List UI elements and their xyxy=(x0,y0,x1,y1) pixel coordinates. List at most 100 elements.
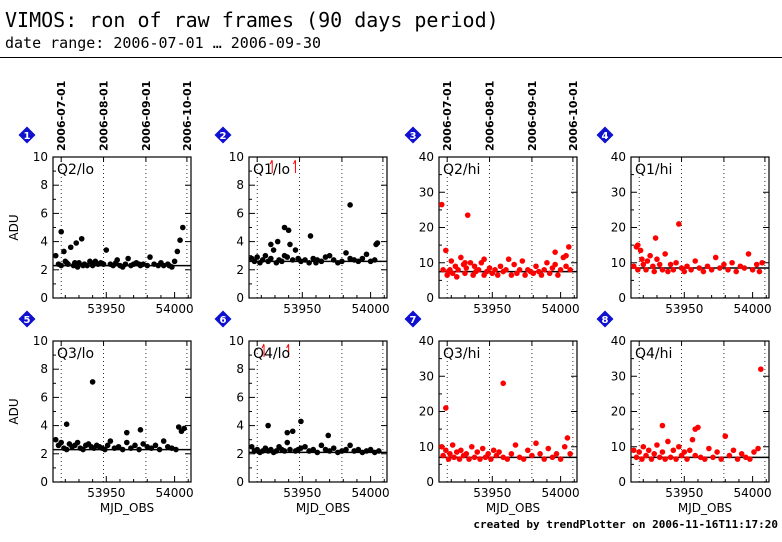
panel-number: 6 xyxy=(220,315,227,326)
data-point xyxy=(722,433,729,439)
data-point xyxy=(648,456,655,462)
y-tick-label: 0 xyxy=(426,291,434,305)
data-point xyxy=(481,256,487,263)
y-tick-label: 20 xyxy=(419,221,434,235)
x-tick-label: 53950 xyxy=(87,302,125,316)
panel-label: Q3/hi xyxy=(443,346,480,362)
data-point xyxy=(359,255,366,262)
data-point xyxy=(700,268,707,275)
data-point xyxy=(74,264,81,270)
data-point xyxy=(456,456,463,462)
data-point xyxy=(650,263,656,270)
data-point xyxy=(721,261,727,268)
data-point xyxy=(273,448,280,454)
y-tick-label: 6 xyxy=(236,206,244,220)
data-point xyxy=(180,224,186,231)
panel-frame xyxy=(52,340,192,483)
data-point xyxy=(314,449,321,456)
title-separator xyxy=(0,57,782,58)
data-point xyxy=(58,439,64,446)
data-point xyxy=(373,241,379,248)
outlier-marker xyxy=(293,159,296,165)
x-tick-label: 53950 xyxy=(473,486,511,500)
data-point xyxy=(371,257,378,263)
data-point xyxy=(347,202,353,208)
y-tick-label: 10 xyxy=(419,440,434,454)
data-point xyxy=(745,251,752,257)
y-tick-label: 10 xyxy=(419,256,434,270)
panel-frame xyxy=(248,156,388,299)
panel-number: 4 xyxy=(602,131,609,142)
outlier-marker xyxy=(269,159,273,165)
y-tick-label: 10 xyxy=(33,150,48,164)
y-tick-label: 4 xyxy=(40,419,48,433)
data-point xyxy=(497,263,504,270)
data-point xyxy=(265,422,271,429)
x-tick-label: 53950 xyxy=(283,486,321,500)
data-point xyxy=(639,456,645,462)
data-point xyxy=(73,240,80,246)
data-point xyxy=(443,405,449,411)
data-point xyxy=(443,247,449,254)
data-point xyxy=(63,259,70,266)
data-point xyxy=(175,424,182,430)
data-point xyxy=(156,446,163,453)
data-point xyxy=(152,442,159,449)
data-point xyxy=(89,379,96,385)
data-point xyxy=(684,456,690,462)
x-tick-label: 54000 xyxy=(352,486,390,500)
data-point xyxy=(704,263,711,270)
data-point xyxy=(284,429,291,436)
y-tick-label: 10 xyxy=(33,334,48,348)
data-point xyxy=(100,261,107,267)
data-point xyxy=(516,267,523,273)
data-point xyxy=(102,446,108,453)
data-point xyxy=(522,272,528,278)
data-point xyxy=(503,267,509,273)
data-point xyxy=(140,441,146,447)
data-point xyxy=(549,454,556,461)
data-point xyxy=(644,258,651,264)
data-point xyxy=(488,456,494,462)
data-point xyxy=(630,263,637,270)
y-tick-label: 4 xyxy=(236,419,244,433)
panel-number-badge xyxy=(214,310,232,328)
data-point xyxy=(80,446,86,453)
data-point xyxy=(58,262,64,269)
x-axis-label: MJD_OBS xyxy=(296,501,350,515)
y-tick-label: 10 xyxy=(229,334,244,348)
data-point xyxy=(58,228,64,235)
data-point xyxy=(640,443,647,450)
data-point xyxy=(511,261,517,268)
data-point xyxy=(665,438,671,445)
y-tick-label: 10 xyxy=(229,150,244,164)
data-point xyxy=(438,443,445,450)
data-point xyxy=(689,436,696,443)
panel-frame xyxy=(248,340,388,483)
data-point xyxy=(455,267,461,273)
data-point xyxy=(508,451,515,457)
data-point xyxy=(670,447,677,454)
data-point xyxy=(730,447,737,454)
data-point xyxy=(289,428,296,435)
data-point xyxy=(76,259,82,266)
data-point xyxy=(676,221,682,227)
data-point xyxy=(449,442,456,448)
data-point xyxy=(545,445,552,452)
data-point xyxy=(268,241,274,248)
panel-number-badge xyxy=(214,126,232,144)
panel-number: 7 xyxy=(410,315,417,326)
data-point xyxy=(479,445,486,452)
data-point xyxy=(325,432,332,439)
date-tick-label: 2006-09-01 xyxy=(140,81,153,151)
x-tick-label: 53950 xyxy=(665,302,703,316)
data-point xyxy=(52,252,59,259)
data-point xyxy=(670,267,677,273)
panel-label: Q4/hi xyxy=(635,346,672,362)
data-point xyxy=(753,261,760,268)
data-point xyxy=(567,267,573,273)
data-point xyxy=(505,256,512,263)
data-point xyxy=(166,262,172,269)
data-point xyxy=(281,224,288,231)
data-point xyxy=(665,268,671,275)
